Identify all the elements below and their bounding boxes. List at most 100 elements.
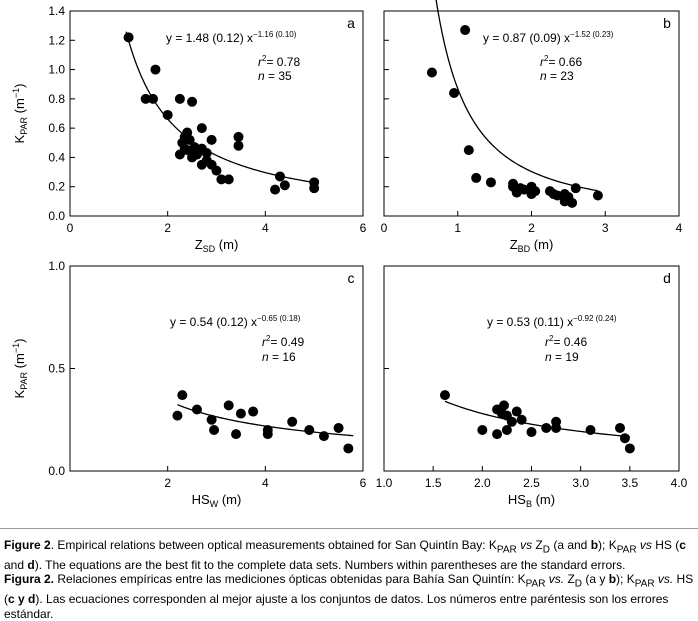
data-point bbox=[439, 390, 450, 401]
y-axis-label: KPAR (m−1) bbox=[11, 339, 29, 399]
data-point bbox=[223, 400, 234, 411]
x-tick-label: 4 bbox=[676, 221, 683, 235]
data-point bbox=[318, 431, 329, 442]
panel-label: c bbox=[348, 270, 355, 286]
data-point bbox=[615, 422, 625, 433]
data-point bbox=[209, 425, 220, 435]
data-point bbox=[177, 390, 188, 401]
data-point bbox=[570, 183, 581, 194]
data-point bbox=[184, 134, 195, 145]
sample-size: n = 23 bbox=[540, 69, 574, 83]
x-tick-label: 0 bbox=[67, 221, 74, 235]
x-tick-label: 1.5 bbox=[425, 476, 442, 490]
data-point bbox=[206, 414, 217, 425]
panel-label: d bbox=[663, 270, 671, 286]
x-tick-label: 6 bbox=[360, 476, 367, 490]
x-axis-label: HSB (m) bbox=[508, 492, 555, 509]
x-axis-label: ZBD (m) bbox=[510, 237, 554, 254]
data-point bbox=[248, 406, 259, 417]
x-tick-label: 3.0 bbox=[572, 476, 589, 490]
fit-equation: y = 0.54 (0.12) x−0.65 (0.18) bbox=[170, 314, 301, 329]
panel-a: 0.0 0.2 0.4 0.6 0.8 1.0 1.2 1.4 0 2 4 6 a ZSD (m) KPAR… bbox=[11, 4, 367, 254]
y-tick-label: 0.5 bbox=[48, 362, 65, 376]
data-point bbox=[206, 134, 217, 145]
data-point bbox=[304, 425, 315, 435]
y-tick-label: 0.2 bbox=[48, 180, 65, 194]
r-squared: r2= 0.66 bbox=[540, 54, 582, 69]
x-tick-label: 3.5 bbox=[621, 476, 638, 490]
data-point bbox=[187, 96, 198, 107]
data-point bbox=[216, 174, 227, 185]
data-point bbox=[231, 429, 242, 440]
data-point bbox=[233, 131, 244, 142]
y-tick-label: 0.4 bbox=[48, 150, 65, 164]
plot-frame bbox=[69, 265, 364, 472]
data-point bbox=[492, 429, 503, 440]
x-tick-label: 3 bbox=[602, 221, 609, 235]
data-point bbox=[485, 177, 496, 188]
panel-label: b bbox=[663, 15, 671, 31]
panel-b: 0 1 2 3 4 b ZBD (m) y = 0.87 (0.09) x−1.52 (0.2… bbox=[381, 0, 683, 254]
sample-size: n = 35 bbox=[258, 69, 292, 83]
panel-d: 1.0 1.5 2.0 2.5 3.0 3.5 4.0 d HSB (m) y = 0.53 (0… bbox=[376, 265, 688, 509]
data-point bbox=[148, 93, 159, 104]
x-tick-label: 2 bbox=[528, 221, 535, 235]
panel-c: 0.0 0.5 1.0 2 4 6 c HSW (m) KPAR (m−1) y = 0.54 (… bbox=[11, 259, 367, 509]
data-point bbox=[309, 183, 320, 194]
data-point bbox=[541, 422, 552, 433]
plot-frame bbox=[69, 10, 364, 217]
data-point bbox=[274, 171, 285, 182]
data-point bbox=[162, 109, 173, 120]
data-point bbox=[449, 88, 460, 98]
data-point bbox=[172, 410, 183, 421]
x-tick-label: 2.0 bbox=[474, 476, 491, 490]
figure-caption: Figure 2. Empirical relations between op… bbox=[4, 538, 694, 621]
caption-en-label: Figure 2 bbox=[4, 538, 51, 552]
data-point bbox=[287, 416, 298, 427]
data-point bbox=[201, 148, 212, 159]
fit-curve bbox=[435, 0, 598, 192]
x-tick-label: 2 bbox=[164, 221, 171, 235]
x-tick-label: 0 bbox=[381, 221, 388, 235]
data-point bbox=[460, 25, 471, 36]
y-tick-label: 1.4 bbox=[48, 4, 65, 18]
figure-panels: 0.0 0.2 0.4 0.6 0.8 1.0 1.2 1.4 0 2 4 6 a ZSD (m) KPAR… bbox=[11, 0, 688, 509]
caption-spanish: Figura 2. Relaciones empíricas entre las… bbox=[4, 572, 694, 621]
data-point bbox=[279, 180, 290, 191]
data-point bbox=[426, 67, 437, 78]
data-point bbox=[592, 190, 603, 201]
x-tick-label: 1 bbox=[454, 221, 461, 235]
data-point bbox=[506, 416, 517, 427]
fit-equation: y = 0.53 (0.11) x−0.92 (0.24) bbox=[487, 314, 617, 329]
x-tick-label: 2.5 bbox=[523, 476, 540, 490]
x-axis-label: HSW (m) bbox=[192, 492, 242, 509]
data-point bbox=[150, 64, 161, 75]
data-point bbox=[511, 406, 522, 417]
x-tick-label: 6 bbox=[360, 221, 367, 235]
y-tick-label: 1.0 bbox=[48, 259, 65, 273]
x-tick-label: 4 bbox=[262, 221, 269, 235]
data-point bbox=[516, 414, 527, 425]
data-point bbox=[174, 93, 185, 104]
data-point bbox=[140, 93, 151, 104]
y-tick-label: 0.0 bbox=[48, 209, 65, 223]
panel-label: a bbox=[347, 15, 355, 31]
data-point bbox=[471, 172, 482, 183]
y-tick-label: 0.8 bbox=[48, 92, 65, 106]
fit-curve bbox=[444, 400, 630, 438]
data-point bbox=[223, 174, 234, 185]
y-tick-label: 1.0 bbox=[48, 63, 65, 77]
data-point bbox=[123, 32, 134, 43]
r-squared: r2= 0.49 bbox=[262, 334, 304, 349]
data-point bbox=[501, 425, 512, 435]
data-point bbox=[191, 404, 202, 415]
y-axis-label: KPAR (m−1) bbox=[11, 84, 29, 144]
caption-es-label: Figura 2. bbox=[4, 572, 55, 587]
y-tick-label: 0.6 bbox=[48, 121, 65, 135]
r-squared: r2= 0.46 bbox=[545, 334, 587, 349]
fit-equation: y = 0.87 (0.09) x−1.52 (0.23) bbox=[483, 30, 614, 45]
sample-size: n = 16 bbox=[262, 350, 296, 364]
data-point bbox=[624, 443, 635, 454]
sample-size: n = 19 bbox=[545, 350, 579, 364]
data-point bbox=[270, 184, 281, 195]
